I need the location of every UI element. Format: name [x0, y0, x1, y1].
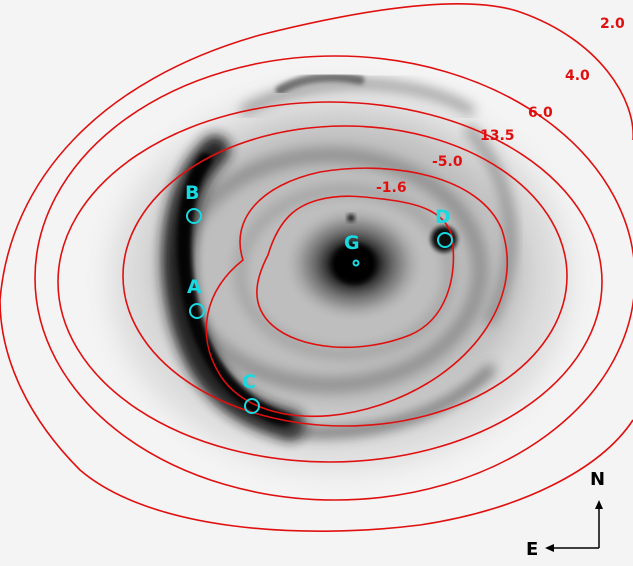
marker-c: [244, 398, 260, 414]
compass: N E: [526, 469, 605, 560]
lensed-ring: [162, 72, 516, 440]
image-labels: B A C D G: [185, 182, 451, 393]
compass-north-label: N: [590, 469, 605, 490]
label-g: G: [344, 232, 360, 254]
marker-b: [186, 208, 202, 224]
contour-minus-1-6: [256, 195, 455, 349]
compass-east-label: E: [526, 539, 538, 560]
contour-label-13-5: 13.5: [480, 128, 515, 144]
magnification-contours: [0, 2, 633, 532]
label-a: A: [187, 276, 202, 298]
contour-label-minus-1-6: -1.6: [376, 180, 407, 196]
north-arrowhead: [595, 500, 603, 509]
image-markers: [186, 208, 453, 414]
contour-label-4-0: 4.0: [565, 68, 590, 84]
east-arrowhead: [545, 544, 554, 552]
label-d: D: [435, 206, 451, 228]
contour-labels: 2.0 4.0 6.0 13.5 -5.0 -1.6: [376, 16, 625, 196]
label-b: B: [185, 182, 199, 204]
marker-g: [352, 259, 360, 267]
contour-6-0: [57, 101, 603, 463]
contour-2-0: [0, 2, 633, 532]
contour-13-5: [122, 125, 568, 427]
marker-a: [189, 303, 205, 319]
marker-d: [437, 232, 453, 248]
contour-minus-5-0: [205, 167, 508, 418]
contour-4-0: [34, 55, 633, 501]
contour-label-6-0: 6.0: [528, 105, 553, 121]
label-c: C: [242, 371, 256, 393]
contour-label-2-0: 2.0: [600, 16, 625, 32]
contour-label-minus-5-0: -5.0: [432, 154, 463, 170]
